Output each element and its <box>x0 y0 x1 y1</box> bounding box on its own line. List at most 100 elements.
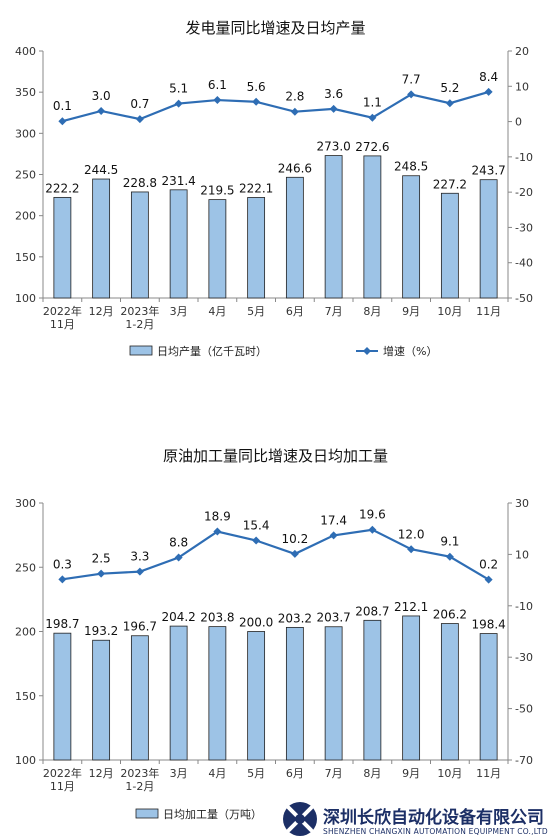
line-point <box>329 531 338 540</box>
line-value-label: 3.6 <box>324 87 343 101</box>
bar <box>53 632 72 761</box>
bar <box>130 635 149 761</box>
x-tick-label: 3月 <box>170 767 188 780</box>
y-right-tick-label: -30 <box>515 651 533 664</box>
company-name-cn: 深圳长欣自动化设备有限公司 <box>323 807 544 828</box>
x-tick-label: 5月 <box>247 305 265 318</box>
legend-bar-label: 日均产量（亿千瓦时） <box>157 344 267 358</box>
line-value-label: 19.6 <box>359 508 386 522</box>
x-tick-label: 1-2月 <box>125 318 154 331</box>
legend-bar-swatch <box>135 808 159 819</box>
line-value-label: 7.7 <box>402 72 421 86</box>
line-value-label: 15.4 <box>243 519 270 533</box>
y-left-tick-label: 250 <box>15 169 36 182</box>
bar-value-label: 203.7 <box>316 611 350 625</box>
bar <box>363 619 382 761</box>
y-left-tick-label: 400 <box>15 45 36 58</box>
line-value-label: 0.7 <box>130 97 149 111</box>
line-point <box>290 549 299 558</box>
line-point <box>368 113 377 122</box>
y-right-tick-label: -70 <box>515 754 533 767</box>
bar <box>479 633 498 761</box>
line-value-label: 0.2 <box>479 558 498 572</box>
bar <box>285 176 304 299</box>
bar-value-label: 193.2 <box>84 624 118 638</box>
x-tick-label: 10月 <box>437 767 462 780</box>
bar <box>324 626 343 761</box>
company-watermark: 深圳长欣自动化设备有限公司 SHENZHEN CHANGXIN AUTOMATI… <box>283 802 548 836</box>
x-tick-label: 1-2月 <box>125 780 154 793</box>
line-point <box>407 90 416 99</box>
line-point <box>252 97 261 106</box>
y-right-tick-label: 0 <box>515 116 522 129</box>
bar <box>247 197 266 299</box>
bar <box>130 191 149 299</box>
bar <box>479 179 498 299</box>
bar-value-label: 198.7 <box>45 617 79 631</box>
bar <box>363 155 382 299</box>
bar <box>402 175 421 299</box>
chart-title: 发电量同比增速及日均产量 <box>185 19 365 37</box>
x-tick-label: 7月 <box>325 305 343 318</box>
y-left-tick-label: 350 <box>15 86 36 99</box>
x-tick-label: 4月 <box>208 767 226 780</box>
y-right-tick-label: -50 <box>515 703 533 716</box>
x-tick-label: 2022年 <box>43 766 82 780</box>
x-tick-label: 9月 <box>402 767 420 780</box>
bar-value-label: 206.2 <box>433 608 467 622</box>
x-tick-label: 12月 <box>89 767 114 780</box>
x-tick-label: 2023年 <box>120 304 159 318</box>
line-point <box>484 87 493 96</box>
y-left-tick-label: 300 <box>15 127 36 140</box>
x-tick-label: 5月 <box>247 767 265 780</box>
y-right-tick-label: 30 <box>515 497 529 510</box>
bar <box>208 626 227 761</box>
line-value-label: 0.3 <box>53 557 72 571</box>
bar-value-label: 222.2 <box>45 181 79 195</box>
line-value-label: 9.1 <box>440 535 459 549</box>
bar <box>440 623 459 761</box>
line-value-label: 12.0 <box>398 527 425 541</box>
line-point <box>97 106 106 115</box>
line-point <box>174 99 183 108</box>
x-tick-label: 2022年 <box>43 304 82 318</box>
line-point <box>58 575 67 584</box>
bar-value-label: 244.5 <box>84 163 118 177</box>
line-value-label: 17.4 <box>320 513 347 527</box>
y-left-tick-label: 200 <box>15 626 36 639</box>
x-tick-label: 4月 <box>208 305 226 318</box>
x-tick-label: 8月 <box>363 767 381 780</box>
company-name-en: SHENZHEN CHANGXIN AUTOMATION EQUIPMENT C… <box>323 827 548 836</box>
y-right-tick-label: -20 <box>515 186 533 199</box>
y-right-tick-label: 10 <box>515 548 529 561</box>
x-tick-label: 6月 <box>286 305 304 318</box>
line-point <box>97 569 106 578</box>
bar-value-label: 208.7 <box>355 604 389 618</box>
bar-value-label: 272.6 <box>355 140 389 154</box>
bar-value-label: 273.0 <box>316 140 350 154</box>
line-point <box>213 527 222 536</box>
x-tick-label: 11月 <box>50 780 75 793</box>
y-right-tick-label: -10 <box>515 600 533 613</box>
x-tick-label: 11月 <box>476 305 501 318</box>
line-value-label: 8.8 <box>169 535 188 549</box>
x-tick-label: 12月 <box>89 305 114 318</box>
x-tick-label: 10月 <box>437 305 462 318</box>
line-value-label: 3.0 <box>92 89 111 103</box>
bar-value-label: 246.6 <box>278 161 312 175</box>
y-left-tick-label: 250 <box>15 561 36 574</box>
bar <box>402 615 421 761</box>
line-value-label: 1.1 <box>363 96 382 110</box>
bar-value-label: 228.8 <box>123 176 157 190</box>
bar-value-label: 222.1 <box>239 181 273 195</box>
y-left-tick-label: 300 <box>15 497 36 510</box>
line-point <box>174 553 183 562</box>
line-point <box>445 99 454 108</box>
y-right-tick-label: -10 <box>515 151 533 164</box>
y-left-tick-label: 150 <box>15 251 36 264</box>
line-point <box>368 525 377 534</box>
line-point <box>407 545 416 554</box>
y-right-tick-label: 20 <box>515 45 529 58</box>
line-point <box>445 552 454 561</box>
bar-value-label: 200.0 <box>239 616 273 630</box>
